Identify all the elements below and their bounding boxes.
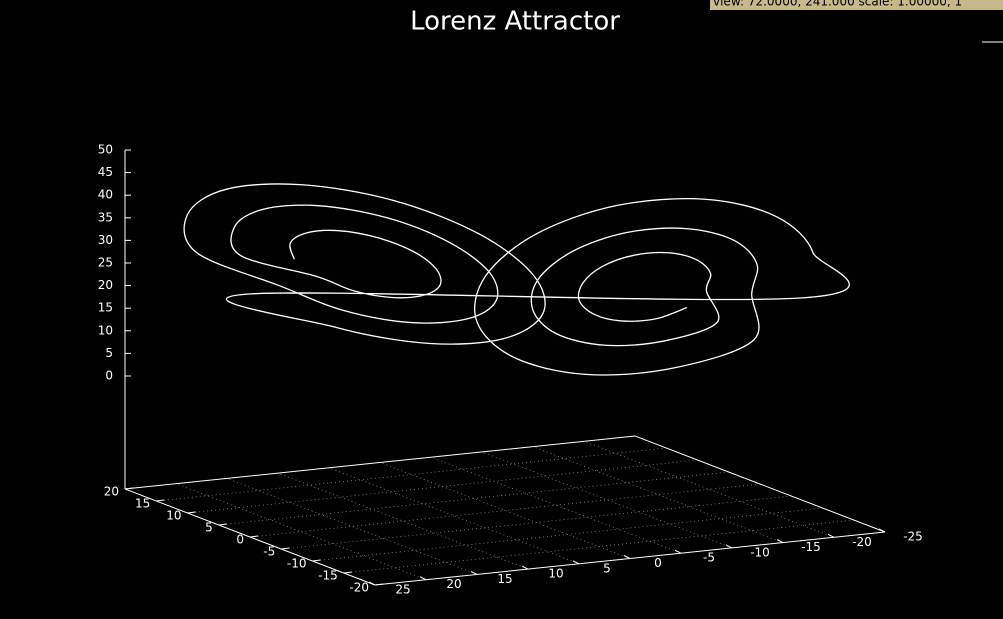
y-tick (776, 539, 784, 544)
z-tick-label: 45 (98, 165, 113, 179)
trajectory (183, 183, 850, 376)
x-tick-label: -10 (287, 557, 307, 571)
y-tick-label: -5 (703, 551, 715, 565)
y-tick-label: 25 (395, 583, 410, 597)
x-tick-label: -5 (263, 545, 275, 559)
y-tick (674, 549, 682, 554)
x-tick-label: -20 (349, 581, 369, 595)
z-tick-label: 20 (98, 278, 113, 292)
chart-title: Lorenz Attractor (410, 7, 620, 37)
z-tick-label: 40 (98, 188, 113, 202)
grid-line (343, 519, 854, 574)
z-tick-label: 30 (98, 233, 113, 247)
grid-line (226, 478, 478, 575)
grid-line (175, 483, 427, 581)
y-tick (572, 560, 580, 565)
y-tick (725, 544, 733, 549)
grid-line (218, 471, 729, 526)
y-tick-label: 10 (548, 567, 563, 581)
y-tick-label: 15 (497, 572, 512, 586)
y-tick (827, 533, 835, 538)
grid-line (379, 462, 631, 559)
status-bar (710, 0, 1003, 10)
x-tick-label: 0 (236, 533, 244, 547)
status-text: view: 72.0000, 241.000 scale: 1.00000, 1 (713, 0, 962, 9)
y-tick (521, 565, 529, 570)
x-tick-label: 5 (205, 521, 213, 535)
grid-line (481, 451, 733, 549)
grid-line (312, 507, 823, 562)
z-tick-label: 10 (98, 323, 113, 337)
z-tick-label: 35 (98, 210, 113, 224)
x-tick (281, 547, 290, 550)
z-tick-label: 15 (98, 301, 113, 315)
x-tick (312, 559, 321, 562)
x-tick (249, 535, 259, 538)
z-tick-label: 0 (105, 369, 113, 383)
z-tick-label: 25 (98, 256, 113, 270)
grid-line (532, 446, 784, 543)
y-tick-label: -15 (801, 540, 821, 554)
y-tick-label: -10 (750, 545, 770, 559)
y-tick (419, 576, 427, 581)
base-plane-border (124, 435, 886, 586)
y-tick (623, 555, 631, 559)
x-tick (187, 511, 196, 514)
x-tick-label: 10 (166, 509, 181, 523)
grid-line (328, 467, 580, 565)
y-tick (368, 581, 376, 586)
x-tick (218, 523, 227, 526)
grid-line (430, 456, 682, 554)
y-tick (470, 570, 478, 575)
y-tick-label: 20 (446, 577, 461, 591)
grid-line (277, 472, 529, 570)
y-tick-label: -25 (903, 530, 923, 544)
x-tick-label: -15 (318, 569, 338, 583)
grid-line (583, 440, 835, 538)
grid-line (249, 483, 761, 538)
z-tick-label: 50 (98, 143, 113, 157)
y-tick-label: -20 (852, 535, 872, 549)
x-tick (156, 499, 165, 502)
z-tick-label: 5 (105, 346, 113, 360)
x-tick-label: 20 (104, 485, 119, 499)
grid-line (156, 447, 667, 502)
y-tick-label: 5 (603, 561, 611, 575)
x-tick (374, 583, 384, 586)
x-tick (343, 571, 352, 574)
y-tick (878, 528, 886, 533)
x-tick-label: 15 (135, 497, 150, 511)
x-tick (124, 487, 134, 490)
y-tick-label: 0 (654, 556, 662, 570)
